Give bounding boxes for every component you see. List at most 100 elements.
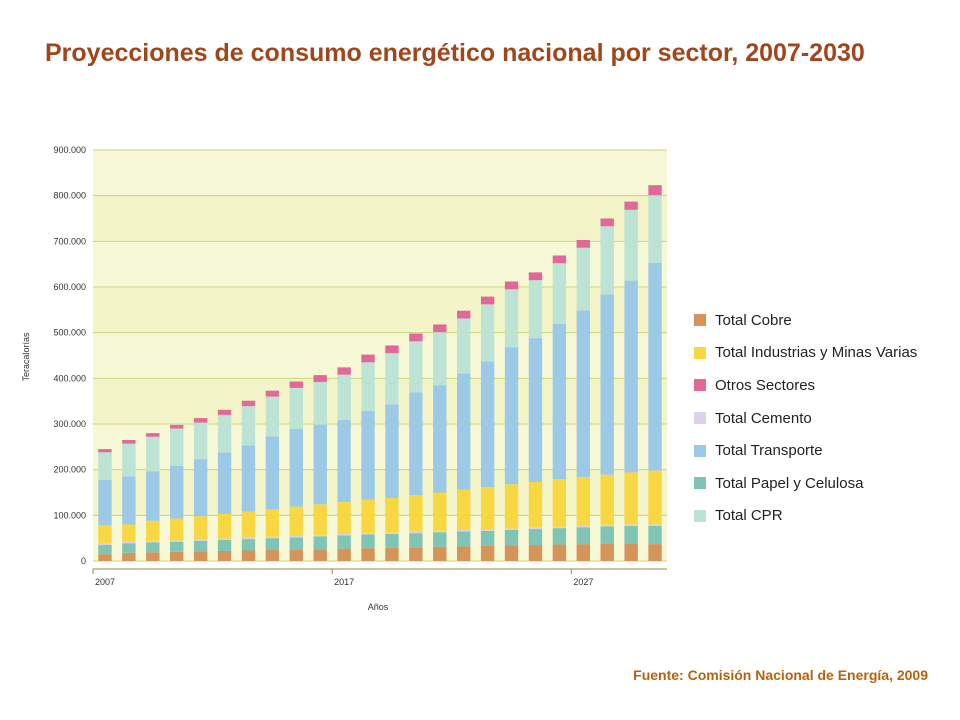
bar-segment — [576, 544, 590, 561]
bar-segment — [170, 551, 184, 561]
bar-segment — [576, 476, 590, 526]
bar-segment — [122, 476, 136, 525]
bar-segment — [552, 323, 567, 480]
bar-segment — [385, 534, 399, 548]
bar-segment — [433, 492, 447, 531]
plot-band — [93, 150, 667, 196]
legend-item: Total Cobre — [694, 304, 956, 337]
bar-segment — [385, 497, 399, 533]
y-tick-label: 700.000 — [53, 236, 86, 246]
bar-segment — [217, 409, 232, 415]
bar-segment — [241, 445, 256, 512]
bar-segment — [217, 550, 232, 561]
bar-segment — [480, 361, 495, 488]
bar-segment — [552, 263, 567, 324]
y-tick-label: 0 — [81, 556, 86, 566]
bar-segment — [433, 532, 447, 547]
bar-segment — [98, 525, 112, 544]
legend-item: Total Cemento — [694, 402, 956, 435]
bar-segment — [217, 414, 232, 453]
plot-band — [93, 424, 667, 470]
bar-segment — [265, 390, 280, 397]
bar-segment — [552, 528, 567, 545]
legend-label: Total Cobre — [715, 311, 792, 329]
y-tick-label: 100.000 — [53, 510, 86, 520]
legend-label: Total Industrias y Minas Varias — [715, 344, 918, 362]
bar-segment — [600, 524, 614, 527]
bar-segment — [433, 385, 447, 493]
bar-segment — [217, 538, 232, 540]
legend-swatch — [694, 444, 706, 457]
bar-segment — [528, 272, 543, 281]
bar-segment — [528, 481, 543, 528]
bar-segment — [289, 535, 303, 538]
bar-segment — [504, 289, 519, 348]
bar-segment — [217, 513, 232, 539]
bar-segment — [122, 543, 136, 553]
bar-segment — [170, 541, 184, 552]
y-tick-label: 800.000 — [53, 191, 86, 201]
bar-segment — [289, 506, 303, 536]
bar-segment — [313, 534, 327, 537]
bar-segment — [313, 504, 327, 535]
legend-item: Total CPR — [694, 500, 956, 533]
bar-segment — [98, 479, 112, 526]
y-tick-label: 200.000 — [53, 465, 86, 475]
bar-segment — [122, 439, 136, 444]
bar-segment — [337, 374, 351, 420]
bar-segment — [433, 324, 447, 333]
y-tick-label: 900.000 — [53, 145, 86, 155]
y-tick-label: 500.000 — [53, 328, 86, 338]
bar-segment — [648, 195, 662, 263]
bar-segment — [576, 310, 590, 477]
legend-swatch — [694, 412, 706, 425]
bar-segment — [385, 547, 399, 561]
bar-segment — [409, 547, 423, 561]
chart-legend: Total Cobre Total Industrias y Minas Vari… — [694, 304, 956, 532]
bar-segment — [98, 452, 112, 480]
bar-segment — [648, 470, 662, 525]
y-tick-label: 300.000 — [53, 419, 86, 429]
bar-segment — [313, 424, 327, 505]
bar-segment — [361, 354, 375, 363]
bar-segment — [217, 539, 232, 551]
x-axis-title: Años — [368, 602, 389, 612]
y-tick-label: 400.000 — [53, 373, 86, 383]
bar-segment — [193, 422, 208, 460]
bar-segment — [241, 537, 256, 540]
bar-segment — [337, 502, 351, 535]
legend-swatch — [694, 379, 706, 392]
bar-segment — [504, 281, 519, 290]
bar-segment — [624, 524, 638, 526]
bar-segment — [648, 525, 662, 545]
bar-segment — [600, 218, 614, 227]
bar-segment — [624, 209, 638, 281]
bar-segment — [289, 387, 303, 430]
bar-segment — [217, 452, 232, 514]
x-tick-label: 2017 — [334, 577, 354, 587]
x-tick-label: 2027 — [573, 577, 593, 587]
bar-segment — [648, 544, 662, 561]
bar-segment — [457, 489, 471, 530]
bar-segment — [576, 239, 590, 248]
plot-band — [93, 195, 667, 242]
bar-segment — [146, 552, 160, 561]
bar-segment — [313, 375, 327, 382]
bar-segment — [193, 540, 208, 552]
plot-band — [93, 287, 667, 333]
bar-segment — [504, 484, 519, 529]
bar-segment — [337, 534, 351, 536]
bar-segment — [648, 262, 662, 471]
bar-segment — [193, 418, 208, 423]
bar-segment — [241, 400, 256, 407]
bar-segment — [98, 449, 112, 453]
bar-segment — [170, 518, 184, 541]
bar-segment — [504, 529, 519, 546]
bar-segment — [289, 429, 303, 507]
bar-segment — [648, 524, 662, 526]
bar-segment — [552, 479, 567, 527]
bar-segment — [480, 545, 495, 561]
bar-segment — [146, 542, 160, 553]
grid-lines — [93, 149, 667, 562]
